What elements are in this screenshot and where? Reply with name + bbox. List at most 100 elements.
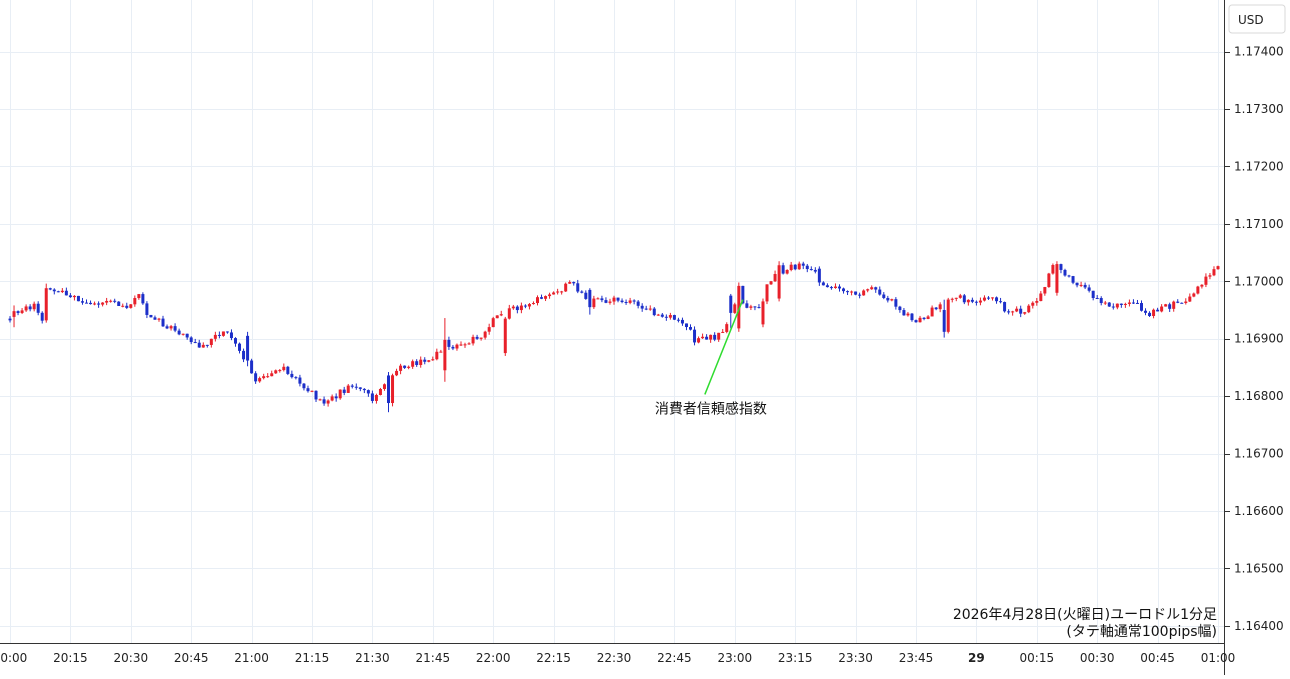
candle-body bbox=[209, 338, 213, 345]
candle-body bbox=[914, 320, 918, 323]
candle-body bbox=[825, 285, 829, 288]
candle-body bbox=[318, 399, 322, 401]
candle-body bbox=[753, 306, 757, 308]
candle-body bbox=[1168, 304, 1172, 309]
candle-body bbox=[419, 359, 423, 365]
candle-body bbox=[974, 301, 978, 303]
candle bbox=[777, 261, 781, 302]
candle bbox=[954, 297, 958, 302]
candle-body bbox=[93, 303, 97, 305]
candle bbox=[403, 365, 407, 369]
candle bbox=[302, 383, 306, 391]
candle bbox=[326, 399, 330, 407]
x-tick-label: 00:15 bbox=[1020, 651, 1055, 665]
candle-body bbox=[233, 338, 237, 344]
candle-body bbox=[660, 314, 664, 317]
candle-body bbox=[882, 294, 886, 298]
candle-body bbox=[439, 351, 443, 353]
candle bbox=[576, 279, 580, 294]
candle bbox=[805, 263, 809, 273]
candle bbox=[850, 290, 854, 296]
candle-body bbox=[225, 331, 229, 333]
candle bbox=[709, 334, 713, 343]
candle-body bbox=[878, 289, 882, 295]
candle bbox=[471, 334, 475, 346]
candle bbox=[1055, 261, 1059, 296]
candle-body bbox=[672, 315, 676, 320]
candle bbox=[531, 301, 535, 305]
candle bbox=[250, 358, 254, 374]
candle bbox=[169, 324, 173, 331]
candle bbox=[676, 317, 680, 323]
candle bbox=[89, 300, 93, 305]
candle-body bbox=[1135, 302, 1139, 304]
candle bbox=[680, 317, 684, 326]
candle-body bbox=[757, 307, 761, 309]
candle bbox=[378, 387, 382, 396]
candle bbox=[604, 297, 608, 304]
candle-body bbox=[254, 373, 258, 382]
candle bbox=[149, 314, 153, 318]
candle-body bbox=[342, 389, 346, 393]
candle-body bbox=[350, 385, 354, 387]
candle bbox=[298, 374, 302, 387]
x-tick-label: 22:00 bbox=[476, 651, 511, 665]
candle-body bbox=[399, 365, 403, 371]
candle-body bbox=[982, 297, 986, 301]
candle-body bbox=[221, 331, 225, 336]
candle-body bbox=[238, 343, 242, 351]
x-tick-labels: 20:00 20:15 20:30 20:45 21:00 21:15 21:30 21:45… bbox=[0, 651, 1235, 665]
candle bbox=[652, 307, 656, 317]
candle bbox=[274, 369, 278, 374]
candle-body bbox=[535, 297, 539, 304]
candle-body bbox=[358, 387, 362, 389]
candle bbox=[878, 286, 882, 296]
candle-body bbox=[1031, 302, 1035, 306]
candle bbox=[411, 359, 415, 369]
candle bbox=[1027, 304, 1031, 314]
candle-body bbox=[76, 295, 80, 302]
candle-body bbox=[781, 265, 785, 274]
candle bbox=[668, 312, 672, 320]
candle-body bbox=[1144, 310, 1148, 313]
candle bbox=[946, 297, 950, 334]
candle bbox=[846, 290, 850, 296]
candle-body bbox=[491, 318, 495, 328]
x-tick-label: 22:45 bbox=[657, 651, 692, 665]
candle bbox=[314, 390, 318, 402]
candle-body bbox=[32, 303, 36, 310]
candle bbox=[262, 373, 266, 380]
candle-body bbox=[443, 339, 447, 371]
candle-body bbox=[648, 308, 652, 310]
candle-body bbox=[777, 265, 781, 299]
x-tick-label: 20:30 bbox=[114, 651, 149, 665]
candle bbox=[620, 298, 624, 304]
candle bbox=[93, 301, 97, 306]
candle bbox=[463, 342, 467, 348]
candle-body bbox=[193, 342, 197, 344]
candle-body bbox=[515, 306, 519, 311]
candle bbox=[358, 387, 362, 392]
candle bbox=[560, 290, 564, 295]
candle bbox=[1196, 285, 1200, 295]
candle bbox=[523, 304, 527, 309]
candle bbox=[294, 376, 298, 380]
candle bbox=[1172, 300, 1176, 312]
candle-body bbox=[616, 297, 620, 301]
candle bbox=[8, 316, 12, 323]
candle-body bbox=[185, 333, 189, 338]
candle-body bbox=[113, 300, 117, 302]
candle-body bbox=[572, 282, 576, 284]
candle bbox=[1103, 300, 1107, 305]
candle bbox=[982, 295, 986, 302]
candle bbox=[1095, 295, 1099, 300]
currency-box[interactable] bbox=[1228, 4, 1286, 34]
candle-body bbox=[52, 289, 56, 292]
candle-body bbox=[1063, 269, 1067, 276]
candle bbox=[580, 290, 584, 294]
candle-body bbox=[717, 332, 721, 340]
candle-body bbox=[382, 384, 386, 389]
candle-body bbox=[258, 378, 262, 382]
candle bbox=[809, 266, 813, 271]
